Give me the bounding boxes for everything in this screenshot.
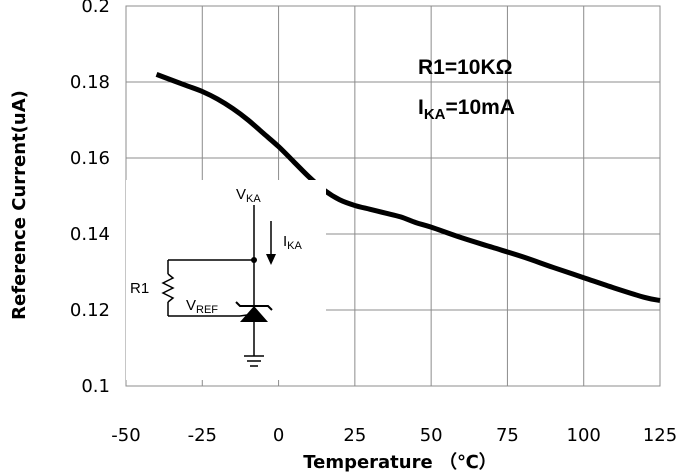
x-tick-label: 50 [420, 425, 443, 446]
series [155, 72, 661, 303]
tick-labels: -50 -25 0 25 50 75 100 125 0.1 0.12 0.14 0.16 0.18 0.… [70, 0, 677, 446]
circuit-vref-sub: REF [196, 304, 218, 316]
circuit-vref-label: VREF [186, 297, 218, 316]
annotation-r1: R1=10KΩ [418, 56, 512, 79]
series-line-reference-current [155, 72, 661, 303]
circuit-vka-label: VKA [236, 186, 261, 205]
y-axis-title: Reference Current(uA) [9, 90, 30, 320]
x-tick-label: 25 [343, 425, 366, 446]
circuit-vka-sub: KA [246, 193, 261, 205]
circuit-background [126, 180, 326, 380]
x-axis-title: Temperature （℃） [303, 452, 497, 473]
circuit-vref-main: V [186, 297, 196, 314]
circuit-ref-lead [239, 313, 255, 317]
circuit-r1-label: R1 [130, 280, 149, 297]
annotation-ika-value: =10mA [446, 96, 515, 119]
circuit-ika-label: IKA [283, 233, 303, 252]
circuit-vka-main: V [236, 186, 246, 203]
x-tick-label: -25 [188, 425, 217, 446]
circuit-inset: VKA IKA R1 VREF [126, 180, 326, 380]
circuit-ika-main: I [283, 233, 287, 250]
x-tick-label: -50 [111, 425, 140, 446]
y-tick-label: 0.12 [70, 300, 110, 321]
y-tick-label: 0.16 [70, 148, 110, 169]
circuit-resistor-r1 [161, 273, 175, 303]
x-tick-label: 100 [567, 425, 601, 446]
circuit-ika-sub: KA [287, 240, 302, 252]
y-tick-label: 0.18 [70, 72, 110, 93]
annotation-ika-sub: KA [424, 106, 446, 123]
circuit-ika-arrowhead [266, 254, 276, 265]
circuit-regulator-bar [235, 301, 273, 311]
x-tick-label: 125 [643, 425, 677, 446]
x-tick-label: 0 [273, 425, 284, 446]
x-tick-label: 75 [496, 425, 519, 446]
annotation-ika: IKA=10mA [418, 96, 515, 123]
annotation-ika-main: I [418, 96, 424, 119]
y-tick-label: 0.2 [81, 0, 110, 17]
y-tick-label: 0.14 [70, 224, 110, 245]
y-tick-label: 0.1 [81, 376, 110, 397]
